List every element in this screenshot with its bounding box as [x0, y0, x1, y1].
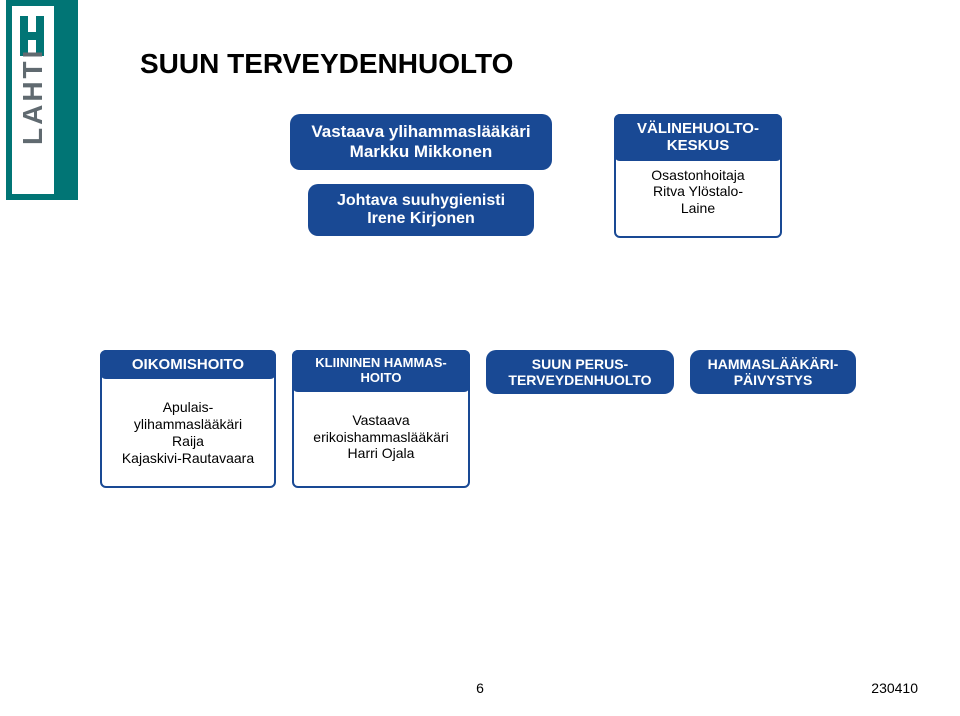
paiv-l2: PÄIVYSTYS [734, 372, 813, 388]
oikomishoito-header-txt: OIKOMISHOITO [132, 356, 244, 373]
valinehuolto-role: Osastonhoitaja [622, 167, 774, 184]
kliin-l2: erikoishammaslääkäri [300, 429, 462, 446]
hygienist-name: Irene Kirjonen [367, 210, 475, 228]
leader-box: Vastaava ylihammaslääkäri Markku Mikkone… [290, 114, 552, 170]
oiko-l3: Raija [108, 433, 268, 450]
kliininen-card: KLIININEN HAMMAS- HOITO Vastaava erikois… [292, 350, 470, 488]
page-number: 6 [476, 680, 484, 696]
hygienist-box: Johtava suuhygienisti Irene Kirjonen [308, 184, 534, 236]
oikomishoito-card: OIKOMISHOITO Apulais- ylihammaslääkäri R… [100, 350, 276, 488]
perusterveydenhuolto-box: SUUN PERUS- TERVEYDENHUOLTO [486, 350, 674, 394]
kliininen-header: KLIININEN HAMMAS- HOITO [292, 350, 470, 392]
kliininen-body: Vastaava erikoishammaslääkäri Harri Ojal… [294, 392, 468, 470]
valinehuolto-body: Osastonhoitaja Ritva Ylöstalo- Laine [616, 161, 780, 225]
paivystys-box: HAMMASLÄÄKÄRI- PÄIVYSTYS [690, 350, 856, 394]
valinehuolto-header: VÄLINEHUOLTO- KESKUS [614, 114, 782, 161]
perus-l1: SUUN PERUS- [532, 356, 628, 372]
oiko-l4: Kajaskivi-Rautavaara [108, 450, 268, 467]
paiv-l1: HAMMASLÄÄKÄRI- [708, 356, 839, 372]
kliin-l3: Harri Ojala [300, 445, 462, 462]
valinehuolto-card: VÄLINEHUOLTO- KESKUS Osastonhoitaja Ritv… [614, 114, 782, 238]
valinehuolto-name-l1: Ritva Ylöstalo- [622, 183, 774, 200]
valinehuolto-header-l1: VÄLINEHUOLTO- [637, 120, 759, 137]
valinehuolto-name-l2: Laine [622, 200, 774, 217]
oiko-l1: Apulais- [108, 399, 268, 416]
perus-l2: TERVEYDENHUOLTO [508, 372, 651, 388]
leader-role: Vastaava ylihammaslääkäri [311, 122, 530, 142]
kliin-l1: Vastaava [300, 412, 462, 429]
oikomishoito-header: OIKOMISHOITO [100, 350, 276, 379]
logo-inner: LAHTI [12, 6, 54, 194]
logo-text: LAHTI [17, 103, 49, 145]
kliininen-header-l1: KLIININEN HAMMAS- [315, 355, 446, 370]
page-date: 230410 [871, 680, 918, 696]
page-title: SUUN TERVEYDENHUOLTO [140, 48, 513, 80]
kliininen-header-l2: HOITO [361, 370, 402, 385]
oiko-l2: ylihammaslääkäri [108, 416, 268, 433]
leader-name: Markku Mikkonen [350, 142, 493, 162]
valinehuolto-header-l2: KESKUS [667, 137, 730, 154]
hygienist-role: Johtava suuhygienisti [337, 192, 505, 210]
oikomishoito-body: Apulais- ylihammaslääkäri Raija Kajaskiv… [102, 379, 274, 474]
logo-h-bar-icon [20, 32, 44, 40]
logo: LAHTI [6, 0, 78, 200]
